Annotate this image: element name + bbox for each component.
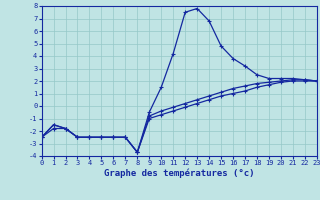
X-axis label: Graphe des températures (°c): Graphe des températures (°c): [104, 169, 254, 178]
